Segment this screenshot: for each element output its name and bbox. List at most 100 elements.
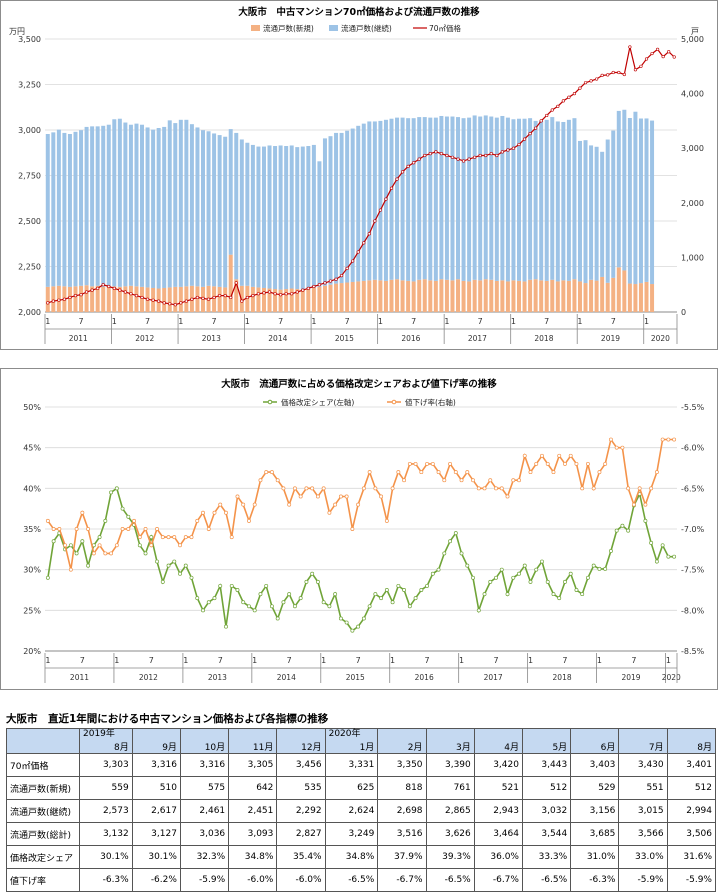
price-cut-rate-point	[568, 453, 573, 458]
bar-continued-listings	[522, 118, 527, 282]
table-cell: 512	[666, 776, 717, 800]
table-cell: 31.0%	[570, 845, 620, 869]
price-point	[517, 142, 521, 147]
table-cell: -6.7%	[377, 868, 427, 892]
revision-share-point	[425, 583, 430, 588]
table-cell: 2,698	[377, 799, 427, 823]
bar-new-listings	[500, 280, 505, 312]
month-tick-label: 1	[311, 317, 316, 326]
month-tick-label: 7	[145, 317, 150, 326]
bar-new-listings	[583, 283, 588, 312]
price-point	[229, 295, 233, 300]
bar-new-listings	[322, 285, 327, 312]
bar-continued-listings	[395, 117, 400, 280]
price-cut-rate-point	[482, 486, 487, 491]
price-cut-rate-point	[172, 535, 177, 540]
bar-new-listings	[306, 289, 311, 312]
table-header-year: 2019年	[83, 729, 115, 739]
price-cut-rate-point	[344, 494, 349, 499]
price-point	[62, 297, 67, 301]
price-cut-rate-point	[68, 567, 73, 572]
table-cell: -5.9%	[666, 868, 717, 892]
bar-new-listings	[633, 284, 638, 312]
price-cut-rate-point	[97, 543, 102, 548]
revision-share-point	[384, 588, 389, 592]
bar-new-listings	[134, 286, 139, 312]
revision-share-point	[333, 592, 338, 597]
price-cut-rate-point	[137, 535, 142, 540]
price-cut-rate-point	[563, 461, 567, 466]
revision-share-point	[442, 551, 447, 556]
y-left-tick-label: 50%	[23, 403, 41, 412]
bar-continued-listings	[261, 146, 266, 288]
bar-new-listings	[217, 286, 222, 312]
price-point	[201, 296, 205, 300]
bar-continued-listings	[633, 111, 638, 285]
table-header-cell: 12月	[276, 728, 326, 754]
table-row-label: 価格改定シェア	[6, 845, 80, 869]
y-right-tick-label: -7.5%	[681, 566, 705, 575]
price-cut-rate-point	[195, 518, 200, 523]
bar-new-listings	[228, 254, 233, 312]
indicator-table: 2019年 8月 9月 10月 11月 12月 2020年 1月 2月 3月 4月 5月 6月 7月 8月 …	[6, 728, 717, 892]
month-tick-label: 7	[493, 656, 498, 665]
bar-continued-listings	[156, 127, 161, 289]
price-cut-rate-point	[218, 502, 223, 507]
table-cell: 39.3%	[425, 845, 475, 869]
bar-continued-listings	[456, 117, 461, 280]
price-cut-rate-point	[494, 486, 498, 491]
price-cut-rate-point	[132, 518, 137, 523]
revision-share-point	[74, 551, 79, 556]
y-left-tick-label: 25%	[23, 606, 41, 615]
price-cut-rate-point	[212, 510, 217, 515]
price-point	[572, 91, 577, 96]
price-cut-rate-point	[304, 486, 309, 491]
revision-share-point	[218, 583, 223, 588]
price-cut-rate-point	[591, 486, 596, 491]
bar-new-listings	[638, 283, 643, 312]
price-point	[445, 153, 449, 158]
table-header-cell: 3月	[425, 728, 475, 754]
bar-new-listings	[544, 280, 549, 312]
price-point	[112, 286, 116, 290]
bar-new-listings	[178, 286, 183, 312]
revision-share-point	[356, 624, 361, 629]
y-left-unit: 万円	[9, 27, 25, 36]
price-point	[267, 290, 272, 294]
bar-continued-listings	[123, 122, 128, 287]
bar-new-listings	[212, 286, 217, 312]
price-point	[495, 153, 499, 158]
bar-new-listings	[350, 281, 355, 312]
table-row: 値下げ率 -6.3% -6.2% -5.9% -6.0% -6.0% -6.5% -6.7% -…	[6, 868, 717, 892]
table-cell: 761	[425, 776, 475, 800]
bar-continued-listings	[644, 118, 649, 282]
bar-continued-listings	[278, 145, 283, 290]
table-row-label: 流通戸数(総計)	[6, 822, 80, 846]
price-cut-rate-point	[63, 543, 68, 548]
revision-share-point	[155, 559, 159, 564]
bar-continued-listings	[112, 119, 117, 287]
bar-continued-listings	[73, 131, 78, 287]
revision-share-point	[80, 539, 85, 544]
year-label: 2011	[70, 673, 89, 682]
price-point	[279, 293, 283, 297]
bar-continued-listings	[483, 115, 488, 280]
price-cut-rate-point	[327, 510, 332, 515]
bar-continued-listings	[422, 117, 427, 280]
revision-share-point	[120, 506, 125, 511]
price-point	[90, 288, 94, 292]
month-tick-label: 1	[321, 656, 326, 665]
year-label: 2018	[534, 334, 553, 343]
bar-new-listings	[494, 280, 499, 312]
price-point	[212, 295, 216, 300]
revision-share-point	[287, 592, 292, 597]
table-header-month: 6月	[600, 743, 616, 753]
bar-new-listings	[456, 279, 461, 312]
table-cell: 3,249	[324, 822, 379, 846]
table-cell: 2,461	[179, 799, 230, 823]
table-cell: 529	[570, 776, 620, 800]
price-point	[51, 299, 55, 303]
month-tick-label: 1	[459, 656, 464, 665]
bar-continued-listings	[489, 116, 494, 280]
y-left-tick-label: 2,500	[18, 217, 41, 226]
